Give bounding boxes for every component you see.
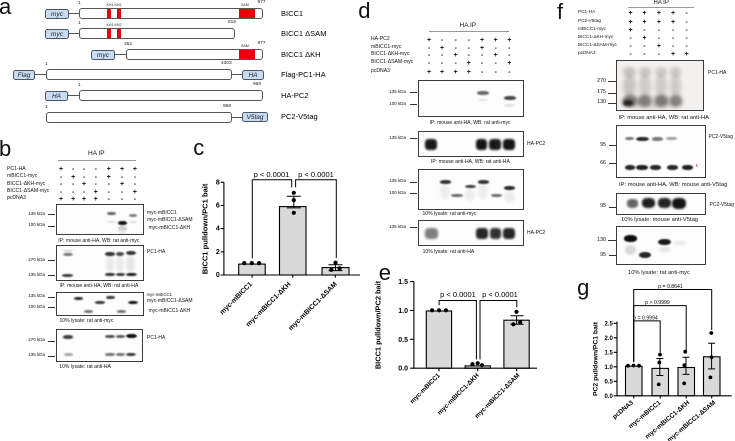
svg-text:4: 4: [216, 226, 220, 233]
svg-text:myc-mBICC1-ΔSAM: myc-mBICC1-ΔSAM: [666, 399, 717, 441]
svg-text:1.5: 1.5: [398, 279, 408, 286]
svg-text:2: 2: [216, 249, 220, 256]
svg-text:p < 0.0001: p < 0.0001: [440, 290, 476, 299]
svg-text:0.5: 0.5: [398, 337, 408, 344]
svg-text:0.5: 0.5: [605, 379, 614, 385]
svg-text:p < 0.0001: p < 0.0001: [254, 170, 290, 179]
svg-text:myc-mBICC1: myc-mBICC1: [409, 372, 442, 405]
svg-text:myc-mBICC1: myc-mBICC1: [219, 281, 254, 316]
svg-text:6: 6: [216, 203, 220, 210]
svg-text:PC2 pulldown/PC1 bait: PC2 pulldown/PC1 bait: [593, 321, 600, 396]
svg-text:0.0: 0.0: [398, 366, 408, 373]
svg-text:myc-mBICC1-ΔKH: myc-mBICC1-ΔKH: [436, 372, 481, 417]
svg-text:p = 0.8641: p = 0.8641: [658, 284, 683, 290]
svg-text:1.0: 1.0: [605, 365, 614, 371]
svg-text:1.0: 1.0: [398, 308, 408, 315]
svg-text:BICC1 pulldown/PC1 bait: BICC1 pulldown/PC1 bait: [201, 183, 210, 274]
svg-text:1.5: 1.5: [605, 350, 614, 356]
svg-text:p < 0.0001: p < 0.0001: [298, 170, 334, 179]
svg-text:0: 0: [216, 272, 220, 279]
svg-text:0.0: 0.0: [605, 394, 614, 400]
svg-text:8: 8: [216, 179, 220, 186]
svg-text:p = 0.9994: p = 0.9994: [633, 316, 658, 322]
svg-text:p > 0.9999: p > 0.9999: [645, 300, 670, 306]
svg-text:myc-mBICC1-ΔSAM: myc-mBICC1-ΔSAM: [288, 281, 339, 332]
svg-text:BICC1 pulldown/PC2 bait: BICC1 pulldown/PC2 bait: [374, 280, 383, 369]
svg-text:myc-mBICC1-ΔSAM: myc-mBICC1-ΔSAM: [474, 372, 522, 420]
svg-text:2.0: 2.0: [605, 336, 614, 342]
svg-text:2.5: 2.5: [605, 321, 614, 327]
svg-text:myc-mBICC1-ΔKH: myc-mBICC1-ΔKH: [245, 281, 292, 328]
svg-text:p < 0.0001: p < 0.0001: [482, 290, 518, 299]
svg-text:pcDNA3: pcDNA3: [611, 399, 635, 421]
